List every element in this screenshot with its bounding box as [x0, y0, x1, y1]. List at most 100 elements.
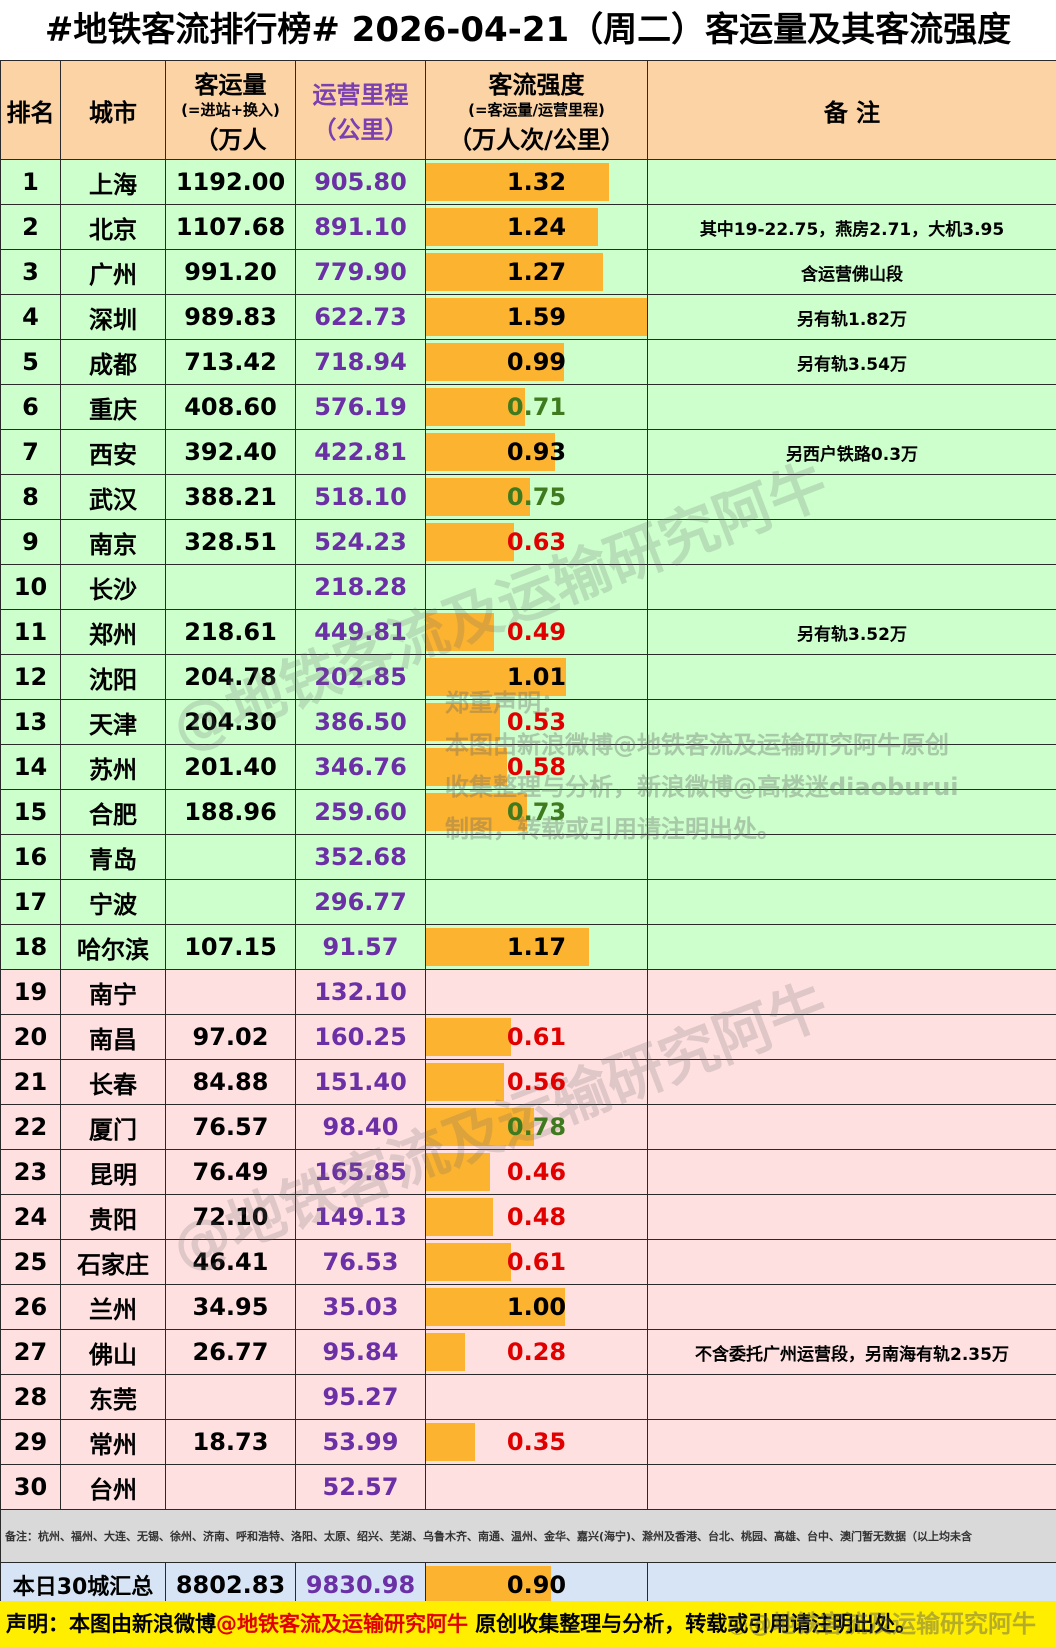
- volume-cell: [165, 834, 296, 880]
- city-cell: 兰州: [60, 1284, 166, 1330]
- volume-cell: 76.57: [165, 1104, 296, 1150]
- intensity-cell: [425, 1374, 648, 1420]
- header-row: 排名 城市 客运量 (=进站+换入) （万人 运营里程 （公里） 客流强度 (=…: [0, 60, 1056, 160]
- statement-block: 郑重声明： 本图由新浪微博@地铁客流及运输研究阿牛原创 收集整理与分析，新浪微博…: [445, 682, 959, 850]
- intensity-value: 0.73: [506, 798, 567, 826]
- intensity-value: 0.78: [506, 1113, 567, 1141]
- note-cell: [647, 1104, 1056, 1150]
- rank-cell: 16: [0, 834, 61, 880]
- table-row: 24 贵阳 72.10 149.13 0.48: [0, 1194, 1056, 1240]
- intensity-value: 1.59: [506, 303, 567, 331]
- intensity-cell: 0.75: [425, 474, 648, 520]
- rank-cell: 30: [0, 1464, 61, 1510]
- city-cell: 南宁: [60, 969, 166, 1015]
- rank-cell: 18: [0, 924, 61, 970]
- mileage-cell: 76.53: [295, 1239, 426, 1285]
- intensity-value: 1.17: [506, 933, 567, 961]
- statement-line: 制图，转载或引用请注明出处。: [445, 815, 781, 843]
- table-row: 18 哈尔滨 107.15 91.57 1.17: [0, 924, 1056, 970]
- header-intensity-unit: （万人次/公里）: [448, 126, 625, 154]
- header-mileage-unit: （公里）: [312, 116, 409, 144]
- intensity-bar: [426, 478, 531, 516]
- note-cell: [647, 1239, 1056, 1285]
- note-cell: 另有轨3.52万: [647, 609, 1056, 655]
- city-cell: 成都: [60, 339, 166, 385]
- weibo-account: @地铁客流及运输研究阿牛: [748, 1610, 1036, 1638]
- intensity-cell: [425, 564, 648, 610]
- volume-cell: 1107.68: [165, 204, 296, 250]
- intensity-value: 0.75: [506, 483, 567, 511]
- intensity-value: 0.28: [506, 1338, 567, 1366]
- mileage-cell: 296.77: [295, 879, 426, 925]
- rank-cell: 7: [0, 429, 61, 475]
- intensity-cell: 1.59: [425, 294, 648, 340]
- rank-cell: 1: [0, 159, 61, 205]
- mileage-cell: 576.19: [295, 384, 426, 430]
- city-cell: 深圳: [60, 294, 166, 340]
- intensity-value: 0.61: [506, 1248, 567, 1276]
- intensity-cell: 1.01: [425, 654, 648, 700]
- statement-line: 收集整理与分析，新浪微博@高楼迷diaoburui: [445, 773, 959, 801]
- rank-cell: 20: [0, 1014, 61, 1060]
- table-row: 12 沈阳 204.78 202.85 1.01: [0, 654, 1056, 700]
- intensity-bar: [426, 613, 495, 651]
- city-cell: 贵阳: [60, 1194, 166, 1240]
- intensity-bar: [426, 253, 603, 291]
- intensity-bar: [426, 1108, 535, 1146]
- statement-line: 本图由新浪微博@地铁客流及运输研究阿牛原创: [445, 731, 949, 759]
- volume-cell: 76.49: [165, 1149, 296, 1195]
- volume-cell: 72.10: [165, 1194, 296, 1240]
- declaration-bar: 声明：本图由新浪微博@地铁客流及运输研究阿牛 原创收集整理与分析，转载或引用请注…: [0, 1601, 1056, 1647]
- rank-cell: 12: [0, 654, 61, 700]
- intensity-cell: 0.61: [425, 1014, 648, 1060]
- city-cell: 西安: [60, 429, 166, 475]
- table-row: 4 深圳 989.83 622.73 1.59 另有轨1.82万: [0, 294, 1056, 340]
- note-cell: [647, 1014, 1056, 1060]
- city-cell: 青岛: [60, 834, 166, 880]
- table-row: 14 苏州 201.40 346.76 0.58: [0, 744, 1056, 790]
- note-cell: [647, 1284, 1056, 1330]
- mileage-cell: 35.03: [295, 1284, 426, 1330]
- table-row: 7 西安 392.40 422.81 0.93 另西户铁路0.3万: [0, 429, 1056, 475]
- intensity-value: 1.32: [506, 168, 567, 196]
- summary-row: 本日30城汇总 8802.83 9830.98 0.90: [0, 1562, 1056, 1608]
- rank-cell: 28: [0, 1374, 61, 1420]
- volume-cell: [165, 879, 296, 925]
- ranking-table: 排名 城市 客运量 (=进站+换入) （万人 运营里程 （公里） 客流强度 (=…: [0, 60, 1056, 1608]
- intensity-bar: [426, 433, 556, 471]
- intensity-value: 0.58: [506, 753, 567, 781]
- header-intensity-formula: (=客运量/运营里程): [468, 101, 605, 119]
- mileage-cell: 52.57: [295, 1464, 426, 1510]
- city-cell: 天津: [60, 699, 166, 745]
- note-cell: 其中19-22.75，燕房2.71，大机3.95: [647, 204, 1056, 250]
- intensity-bar: [426, 793, 528, 831]
- header-mileage: 运营里程 （公里）: [295, 60, 426, 160]
- mileage-cell: 151.40: [295, 1059, 426, 1105]
- rank-cell: 27: [0, 1329, 61, 1375]
- intensity-value: 0.61: [506, 1023, 567, 1051]
- header-intensity: 客流强度 (=客运量/运营里程) （万人次/公里）: [425, 60, 648, 160]
- intensity-value: 0.63: [506, 528, 567, 556]
- city-cell: 上海: [60, 159, 166, 205]
- header-volume-unit: （万人: [194, 126, 267, 154]
- intensity-value: 1.00: [506, 1293, 567, 1321]
- mileage-cell: 95.84: [295, 1329, 426, 1375]
- mileage-cell: 98.40: [295, 1104, 426, 1150]
- mileage-cell: 149.13: [295, 1194, 426, 1240]
- intensity-bar: [426, 1423, 475, 1461]
- table-row: 27 佛山 26.77 95.84 0.28 不含委托广州运营段，另南海有轨2.35万: [0, 1329, 1056, 1375]
- mileage-cell: 202.85: [295, 654, 426, 700]
- volume-cell: 1192.00: [165, 159, 296, 205]
- intensity-cell: 0.71: [425, 384, 648, 430]
- note-cell: 另西户铁路0.3万: [647, 429, 1056, 475]
- city-cell: 哈尔滨: [60, 924, 166, 970]
- note-cell: [647, 384, 1056, 430]
- volume-cell: 201.40: [165, 744, 296, 790]
- volume-cell: 188.96: [165, 789, 296, 835]
- intensity-cell: 0.78: [425, 1104, 648, 1150]
- rank-cell: 13: [0, 699, 61, 745]
- rank-cell: 8: [0, 474, 61, 520]
- declaration-prefix: 声明：本图由新浪微博: [6, 1612, 216, 1636]
- volume-cell: 18.73: [165, 1419, 296, 1465]
- mileage-cell: 779.90: [295, 249, 426, 295]
